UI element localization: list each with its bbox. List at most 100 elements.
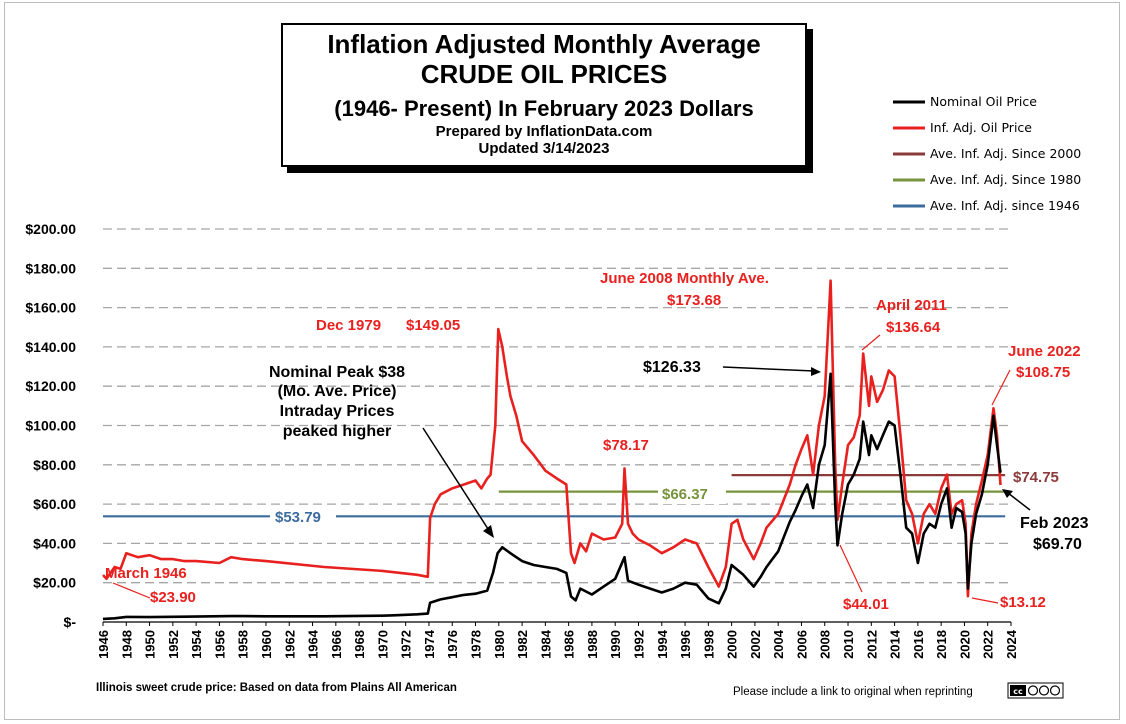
annotation-dec1979: Dec 1979 (316, 317, 381, 334)
series-lines (102, 279, 1002, 621)
arrowhead-icon (483, 525, 494, 538)
x-tick-label: 1966 (329, 630, 344, 659)
y-tick-label: $80.00 (33, 457, 76, 473)
x-tick-label: 1952 (166, 630, 181, 659)
annotation-avg1980-bg (658, 484, 726, 504)
x-tick-label: 2024 (1004, 629, 1019, 659)
x-tick-label: 2002 (748, 630, 763, 659)
series-adjusted-line (102, 279, 1002, 598)
x-tick-label: 1986 (562, 630, 577, 659)
annotation-june2022-leader (991, 369, 1011, 406)
x-tick-label: 1974 (422, 629, 437, 659)
noncommercial-icon (1038, 685, 1050, 696)
y-tick-label: $100.00 (25, 418, 76, 434)
x-tick-label: 1948 (119, 630, 134, 659)
annotation-avg2000: $74.75 (1013, 469, 1059, 486)
x-tick-label: 1964 (306, 629, 321, 659)
x-tick-label: 1990 (608, 630, 623, 659)
y-tick-label: $200.00 (25, 221, 76, 237)
x-tick-label: 2006 (794, 630, 809, 659)
y-tick-label: $160.00 (25, 300, 76, 316)
y-tick-label: $40.00 (33, 535, 76, 551)
x-tick-label: 1954 (189, 629, 204, 659)
x-tick-label: 1950 (143, 630, 158, 659)
annotation-march1946-value: $23.90 (150, 589, 196, 606)
y-tick-label: $120.00 (25, 378, 76, 394)
x-tick-label: 2012 (864, 630, 879, 659)
y-tick-label: $20.00 (33, 575, 76, 591)
x-tick-label: 1958 (236, 630, 251, 659)
annotation-nominal-2008-arrow (722, 366, 815, 372)
arrowhead-icon (811, 367, 821, 376)
annotation-june2022: June 2022 (1008, 343, 1081, 360)
annotation-4401: $44.01 (843, 596, 889, 613)
annotation-avg1946: $53.79 (275, 509, 321, 526)
annotation-avg1980: $66.37 (662, 486, 708, 503)
x-tick-label: 1972 (399, 630, 414, 659)
annotation-dec1979-value: $149.05 (406, 317, 460, 334)
annotation-june2008-value: $173.68 (667, 292, 721, 309)
x-tick-label: 1980 (492, 630, 507, 659)
annotations: March 1946 $23.90 Dec 1979 $149.05 Nomin… (105, 270, 1089, 613)
annotation-nominal-peak-2: (Mo. Ave. Price) (278, 383, 397, 400)
annotation-nominal-peak-3: Intraday Prices (280, 403, 395, 420)
annotation-1312-leader (971, 597, 999, 604)
annotation-june2008: June 2008 Monthly Ave. (600, 270, 769, 287)
grid-lines (103, 228, 1011, 584)
cc-badge-text: cc (1013, 687, 1023, 696)
legend-label-avg1980: Ave. Inf. Adj. Since 1980 (930, 172, 1081, 187)
annotation-april2011-leader (861, 334, 881, 351)
x-tick-label: 1996 (678, 630, 693, 659)
footer-source-note: Illinois sweet crude price: Based on dat… (96, 682, 457, 694)
legend-label-avg2000: Ave. Inf. Adj. Since 2000 (930, 146, 1081, 161)
annotation-7817: $78.17 (603, 437, 649, 454)
x-tick-label: 2010 (841, 630, 856, 659)
footer-reprint-note: Please include a link to original when r… (733, 686, 973, 698)
x-tick-label: 1968 (352, 630, 367, 659)
annotation-march1946-leader (112, 582, 151, 599)
chart-subtitle: (1946- Present) In February 2023 Dollars (334, 96, 754, 121)
chart-title-box: Inflation Adjusted Monthly Average CRUDE… (281, 23, 807, 167)
legend-label-nominal: Nominal Oil Price (930, 94, 1037, 109)
annotation-feb2023-arrow (1007, 492, 1031, 511)
x-axis: 1946 1948 1950 1952 1954 1956 1958 1960 1962 1964… (96, 621, 1019, 659)
legend-label-adjusted: Inf. Adj. Oil Price (930, 120, 1032, 135)
x-tick-label: 1994 (655, 629, 670, 659)
x-tick-label: 2014 (888, 629, 903, 659)
x-tick-label: 2018 (934, 630, 949, 659)
annotation-nominal-peak-4: peaked higher (283, 423, 391, 440)
x-tick-label: 1960 (259, 630, 274, 659)
chart-title-line2: CRUDE OIL PRICES (420, 59, 668, 89)
noderivs-icon (1049, 685, 1061, 696)
chart-updated: Updated 3/14/2023 (478, 140, 610, 157)
annotation-april2011: April 2011 (876, 297, 947, 314)
series-nominal-line (102, 372, 1002, 621)
x-tick-label: 1998 (701, 630, 716, 659)
legend: Nominal Oil Price Inf. Adj. Oil Price Av… (893, 94, 1081, 213)
x-tick-label: 1946 (96, 630, 111, 659)
annotation-4401-leader (839, 544, 863, 593)
x-tick-label: 1992 (631, 630, 646, 659)
y-tick-label: $180.00 (25, 260, 76, 276)
annotation-feb2023: Feb 2023 (1020, 515, 1089, 532)
annotation-nominal-peak-arrow (422, 427, 491, 533)
annotation-nominal-peak-1: Nominal Peak $38 (269, 364, 405, 381)
y-tick-label: $140.00 (25, 339, 76, 355)
attribution-icon (1027, 685, 1039, 696)
annotation-april2011-value: $136.64 (886, 319, 941, 336)
x-tick-label: 2004 (771, 629, 786, 659)
x-tick-label: 1984 (538, 629, 553, 659)
arrowhead-icon (1002, 489, 1013, 498)
annotation-1312: $13.12 (1000, 594, 1046, 611)
y-axis: $- $20.00 $40.00 $60.00 $80.00 $100.00 $120.00… (25, 221, 76, 630)
x-tick-label: 2020 (957, 630, 972, 659)
legend-label-avg1946: Ave. Inf. Adj. since 1946 (930, 198, 1080, 213)
x-tick-label: 1970 (375, 630, 390, 659)
x-tick-label: 2008 (818, 630, 833, 659)
x-tick-label: 1988 (585, 630, 600, 659)
annotation-avg1946-bg (270, 507, 336, 527)
x-tick-label: 1976 (445, 630, 460, 659)
x-tick-label: 1982 (515, 630, 530, 659)
annotation-march1946: March 1946 (105, 565, 187, 582)
